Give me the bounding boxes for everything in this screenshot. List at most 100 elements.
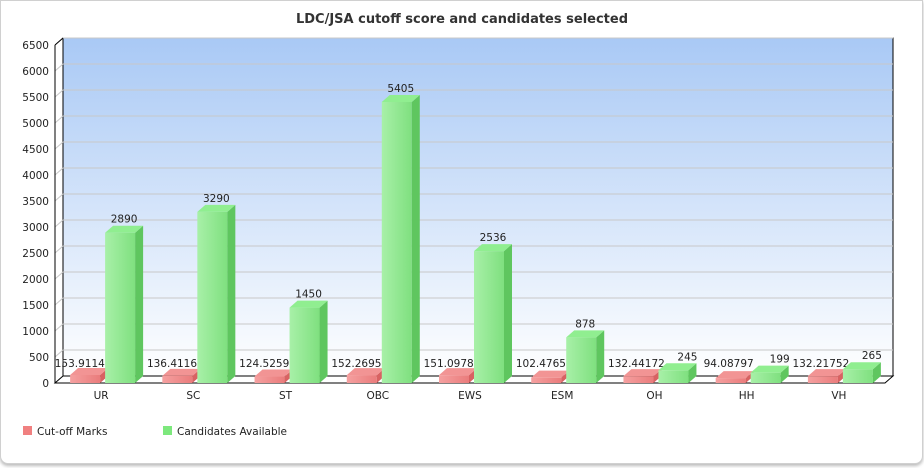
bar-front (346, 375, 377, 383)
bar-front (105, 232, 136, 383)
bar-cutoff-marks (254, 369, 293, 383)
x-tick-label: ST (279, 390, 293, 402)
bar-candidates-available (197, 204, 236, 383)
data-label: 245 (677, 351, 697, 363)
bar-side (780, 365, 789, 383)
data-label: 878 (575, 318, 595, 330)
bar-top (531, 370, 570, 378)
gridline-side (54, 245, 64, 254)
gridline-side (54, 193, 64, 202)
gridline-side (54, 349, 64, 358)
y-tick-label: 6000 (22, 66, 49, 78)
bar-top (105, 225, 144, 233)
bar-side (135, 225, 144, 383)
bar-top (346, 368, 385, 376)
bar-cutoff-marks (807, 369, 846, 383)
bar-candidates-available (566, 330, 605, 383)
bar-cutoff-marks (346, 368, 385, 383)
data-label: 152.26953 (331, 358, 388, 370)
bar-top (289, 300, 328, 308)
data-label: 265 (862, 350, 882, 362)
bar-front (807, 376, 838, 383)
bar-top (439, 368, 477, 376)
bar-front (842, 369, 873, 383)
y-tick-label: 3500 (22, 196, 49, 208)
data-label: 102.47651 (516, 358, 573, 370)
bar-top (658, 363, 697, 371)
legend-item[interactable]: Cut-off Marks (23, 426, 107, 438)
y-tick-label: 4000 (22, 170, 49, 182)
x-tick-label: UR (94, 390, 109, 402)
y-tick-label: 2500 (22, 248, 49, 260)
y-axis-top (54, 37, 64, 46)
bar-front (658, 370, 689, 383)
y-tick-label: 1000 (22, 326, 49, 338)
bar-top (807, 369, 846, 377)
legend-label: Candidates Available (177, 426, 287, 438)
bar-side (504, 244, 512, 383)
bar-side (319, 300, 328, 383)
data-label: 199 (770, 354, 790, 366)
y-tick-label: 2000 (22, 274, 49, 286)
chart-title: LDC/JSA cutoff score and candidates sele… (296, 12, 628, 27)
bar-side (596, 330, 605, 383)
data-label: 153.91142 (55, 358, 112, 370)
y-tick-label: 0 (42, 378, 49, 390)
bar-top (566, 330, 605, 338)
x-tick-label: HH (739, 390, 755, 402)
bar-front (162, 375, 193, 383)
bar-front (439, 375, 469, 383)
data-label: 132.44172 (608, 358, 665, 370)
x-tick-label: VH (831, 390, 846, 402)
bar-front (715, 378, 746, 383)
x-tick-label: OH (646, 390, 662, 402)
gridline-side (54, 63, 64, 72)
data-label: 3290 (203, 193, 230, 205)
bar-top (750, 365, 789, 373)
bar-side (411, 94, 420, 383)
legend-swatch (163, 426, 172, 435)
bar-front (254, 376, 285, 383)
data-label: 132.21752 (792, 358, 849, 370)
bar-front (566, 337, 597, 383)
legend-label: Cut-off Marks (37, 426, 107, 438)
bar-side (688, 363, 697, 383)
gridline-side (54, 297, 64, 306)
bar-side (872, 362, 881, 383)
gridline-side (54, 271, 64, 280)
data-label: 136.41166 (147, 358, 204, 370)
bar-front (474, 251, 504, 383)
bar-top (715, 371, 754, 379)
bar-candidates-available (750, 365, 789, 383)
bar-top (197, 204, 236, 212)
data-label: 2536 (480, 232, 507, 244)
data-label: 124.52592 (239, 358, 296, 370)
gridline-side (54, 219, 64, 228)
bar-cutoff-marks (439, 368, 477, 383)
bar-top (623, 369, 662, 377)
x-tick-label: OBC (366, 390, 389, 402)
data-label: 1450 (295, 289, 322, 301)
y-tick-label: 4500 (22, 144, 49, 156)
legend-item[interactable]: Candidates Available (163, 426, 287, 438)
bar-candidates-available (842, 362, 881, 383)
bar-candidates-available (381, 94, 420, 383)
gridline-side (54, 115, 64, 124)
bar-candidates-available (474, 244, 512, 383)
bar-front (381, 101, 412, 383)
bar-top (254, 369, 293, 377)
bar-cutoff-marks (623, 369, 662, 383)
data-label: 5405 (387, 83, 414, 95)
gridline-side (54, 89, 64, 98)
y-tick-label: 1500 (22, 300, 49, 312)
y-tick-label: 500 (29, 352, 49, 364)
bar-top (162, 368, 201, 376)
bar-front (289, 307, 320, 383)
x-tick-label: SC (186, 390, 200, 402)
data-label: 2890 (111, 214, 138, 226)
data-label: 94.08797 (704, 358, 754, 370)
bar-front (623, 376, 654, 383)
x-tick-label: EWS (458, 390, 482, 402)
